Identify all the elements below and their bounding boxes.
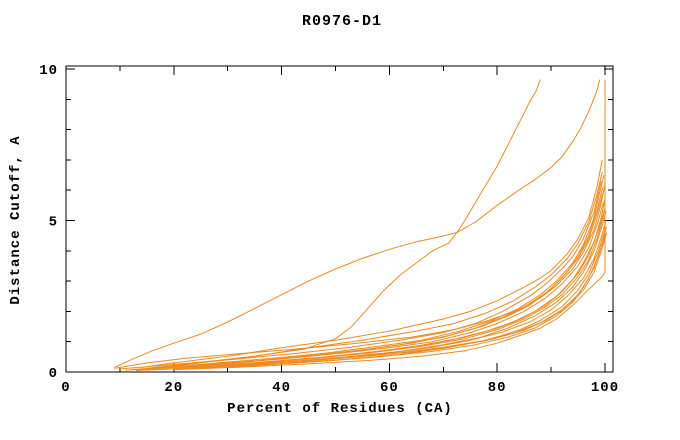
curve-17 xyxy=(114,184,606,369)
outlier-a xyxy=(114,79,601,368)
y-tick-label: 10 xyxy=(39,63,58,79)
chart-title: R0976-D1 xyxy=(301,13,383,30)
curve-07 xyxy=(146,202,604,370)
curve-09 xyxy=(125,208,606,371)
y-tick-label: 5 xyxy=(49,215,58,231)
x-tick-label: 40 xyxy=(272,380,291,396)
x-tick-label: 100 xyxy=(591,380,619,396)
x-axis-label: Percent of Residues (CA) xyxy=(227,401,453,417)
low-curve-saturating xyxy=(173,79,606,371)
y-tick-label: 0 xyxy=(49,366,58,382)
curve-04 xyxy=(168,174,605,368)
curve-12 xyxy=(222,220,607,367)
curve-10 xyxy=(206,214,605,367)
outlier-b xyxy=(146,79,541,369)
curve-02 xyxy=(152,171,603,370)
curve-16 xyxy=(249,232,608,365)
curve-03 xyxy=(119,180,602,370)
x-tick-label: 20 xyxy=(164,380,183,396)
curve-15 xyxy=(189,226,608,370)
x-tick-label: 0 xyxy=(61,380,70,396)
x-tick-label: 60 xyxy=(380,380,399,396)
curve-01 xyxy=(141,159,603,368)
x-tick-label: 80 xyxy=(488,380,507,396)
plot-border xyxy=(65,65,614,373)
curve-08 xyxy=(179,199,606,369)
